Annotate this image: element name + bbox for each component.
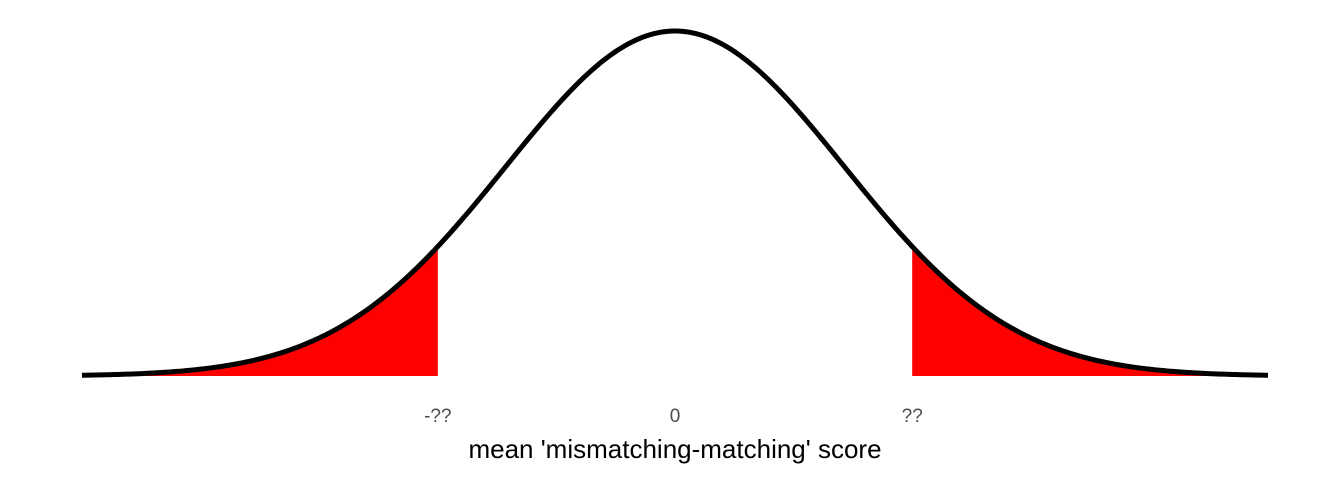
shaded-tails [82, 246, 1268, 376]
x-axis-title: mean 'mismatching-matching' score [468, 434, 881, 464]
left-tail-shade [82, 246, 438, 376]
x-axis-ticks: -?? 0?? [424, 406, 923, 427]
density-curve [81, 28, 1269, 378]
x-tick-label: -?? [424, 406, 451, 427]
x-tick-label: 0 [670, 406, 681, 427]
x-tick-label: ?? [902, 406, 923, 427]
right-tail-shade [912, 246, 1268, 376]
